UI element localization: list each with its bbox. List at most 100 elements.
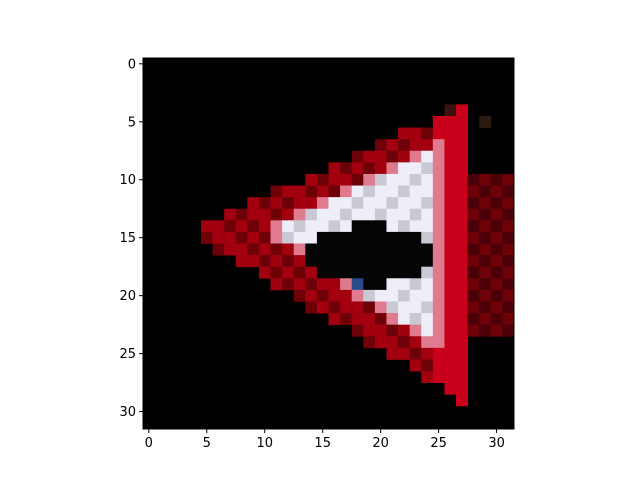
image-pixel [316, 243, 329, 256]
image-pixel [490, 243, 503, 256]
image-pixel [386, 139, 399, 152]
image-pixel [293, 243, 306, 256]
image-pixel [398, 127, 411, 140]
image-pixel [479, 173, 492, 186]
x-tick-label: 20 [372, 436, 389, 451]
image-pixel [235, 255, 248, 268]
image-pixel [421, 185, 434, 198]
image-pixel [363, 162, 376, 175]
y-tick-label: 10 [119, 173, 136, 188]
axes-frame [142, 57, 515, 430]
image-pixel [421, 371, 434, 384]
image-pixel [432, 173, 445, 186]
image-pixel [328, 208, 341, 221]
image-pixel [258, 197, 271, 210]
image-pixel [432, 301, 445, 314]
image-pixel [270, 185, 283, 198]
image-pixel [374, 139, 387, 152]
image-pixel [467, 278, 480, 291]
image-pixel [444, 162, 457, 175]
y-axis: 0 5 10 15 20 25 30 [119, 57, 143, 420]
image-pixel [340, 197, 353, 210]
image-pixel [444, 266, 457, 279]
image-pixel [212, 243, 225, 256]
image-pixel [502, 197, 515, 210]
image-pixel [340, 278, 353, 291]
image-pixel [409, 313, 422, 326]
image-pixel [467, 208, 480, 221]
image-pixel [363, 243, 376, 256]
image-pixel [456, 255, 469, 268]
y-tick-label: 5 [128, 115, 136, 130]
image-pixel [409, 255, 422, 268]
image-pixel [398, 289, 411, 302]
image-pixel [409, 336, 422, 349]
y-tick-label: 0 [128, 57, 136, 72]
image-pixel [328, 289, 341, 302]
image-pixel [200, 220, 213, 233]
image-pixel [409, 359, 422, 372]
image-pixel [398, 197, 411, 210]
image-pixel [479, 243, 492, 256]
image-pixel [340, 208, 353, 221]
image-pixel [270, 197, 283, 210]
image-pixel [351, 173, 364, 186]
image-pixel [432, 313, 445, 326]
image-pixel [432, 266, 445, 279]
plot-area [142, 57, 515, 430]
image-pixel [305, 278, 318, 291]
image-pixel [351, 231, 364, 244]
image-pixel [363, 324, 376, 337]
image-pixel [351, 301, 364, 314]
image-pixel [467, 220, 480, 233]
image-pixel [421, 266, 434, 279]
image-pixel [316, 173, 329, 186]
image-pixel [409, 162, 422, 175]
image-pixel [444, 173, 457, 186]
image-pixel [340, 301, 353, 314]
image-pixel [421, 197, 434, 210]
image-pixel [316, 278, 329, 291]
image-pixel [340, 231, 353, 244]
image-pixel [328, 266, 341, 279]
image-pixel [432, 197, 445, 210]
image-pixel [409, 197, 422, 210]
image-pixel [386, 185, 399, 198]
image-pixel [247, 208, 260, 221]
image-pixel [444, 371, 457, 384]
image-pixel [293, 185, 306, 198]
image-pixel [502, 220, 515, 233]
image-pixel [444, 313, 457, 326]
image-pixel [444, 255, 457, 268]
y-tick-label: 15 [119, 231, 136, 246]
image-pixel [340, 255, 353, 268]
x-tick-label: 5 [203, 436, 211, 451]
image-pixel [479, 185, 492, 198]
image-pixel [409, 139, 422, 152]
image-pixel [374, 336, 387, 349]
image-pixel [316, 289, 329, 302]
image-pixel [409, 185, 422, 198]
image-pixel [467, 197, 480, 210]
image-pixel [316, 266, 329, 279]
image-pixel [479, 255, 492, 268]
image-pixel [247, 197, 260, 210]
image-pixel [212, 231, 225, 244]
image-pixel [502, 243, 515, 256]
image-pixel [386, 347, 399, 360]
image-pixel [282, 208, 295, 221]
image-pixel [398, 255, 411, 268]
image-pixel [467, 301, 480, 314]
image-pixel [479, 231, 492, 244]
image-pixel [340, 266, 353, 279]
x-tick-label: 0 [145, 436, 153, 451]
image-pixel [502, 231, 515, 244]
image-pixel [432, 208, 445, 221]
image-pixel [467, 231, 480, 244]
image-pixel [490, 185, 503, 198]
image-pixel [398, 301, 411, 314]
image-pixel [270, 243, 283, 256]
image-pixel [456, 243, 469, 256]
image-pixel [282, 220, 295, 233]
image-pixel [479, 266, 492, 279]
